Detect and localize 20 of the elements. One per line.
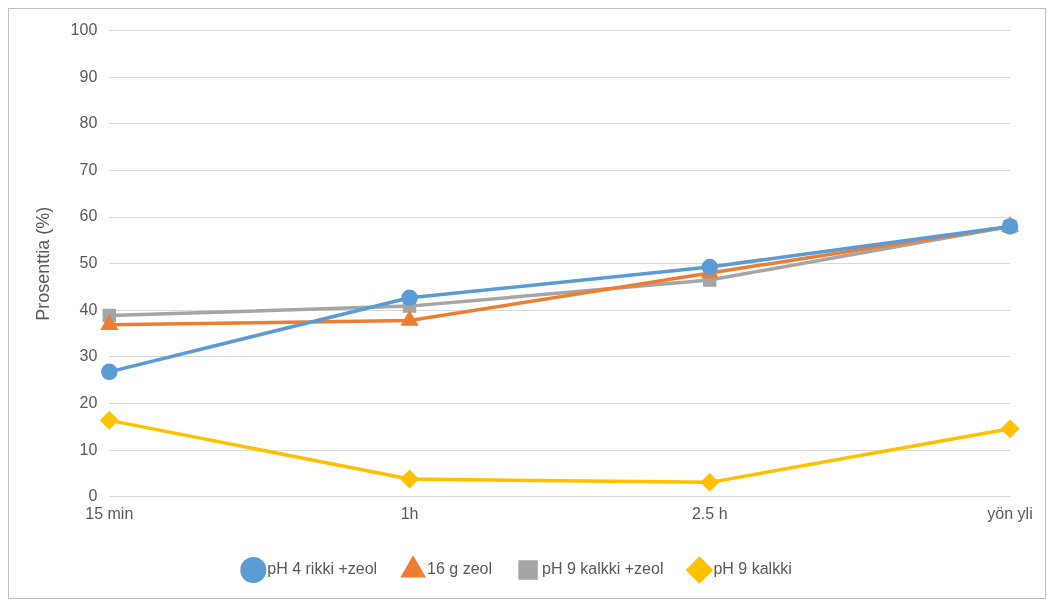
y-tick-label: 90	[79, 67, 98, 85]
legend-label: pH 9 kalkki	[713, 560, 792, 578]
y-tick-label: 60	[79, 207, 98, 225]
x-tick-label: yön yli	[987, 504, 1033, 522]
x-tick-label: 15 min	[85, 504, 134, 522]
y-tick-label: 40	[79, 300, 98, 318]
x-tick-label: 1h	[400, 504, 419, 522]
legend-label: 16 g zeol	[427, 560, 493, 578]
y-tick-label: 50	[79, 254, 98, 272]
x-tick-label: 2.5 h	[691, 504, 728, 522]
y-tick-label: 100	[70, 21, 98, 39]
legend-label: pH 4 rikki +zeol	[267, 560, 378, 578]
y-tick-label: 30	[79, 347, 98, 365]
y-tick-label: 80	[79, 114, 98, 132]
y-tick-label: 70	[79, 160, 98, 178]
y-tick-label: 20	[79, 393, 98, 411]
y-tick-label: 0	[88, 487, 98, 505]
legend-label: pH 9 kalkki +zeol	[542, 560, 664, 578]
y-tick-label: 10	[79, 440, 98, 458]
y-axis-title: Prosenttia (%)	[32, 206, 53, 321]
